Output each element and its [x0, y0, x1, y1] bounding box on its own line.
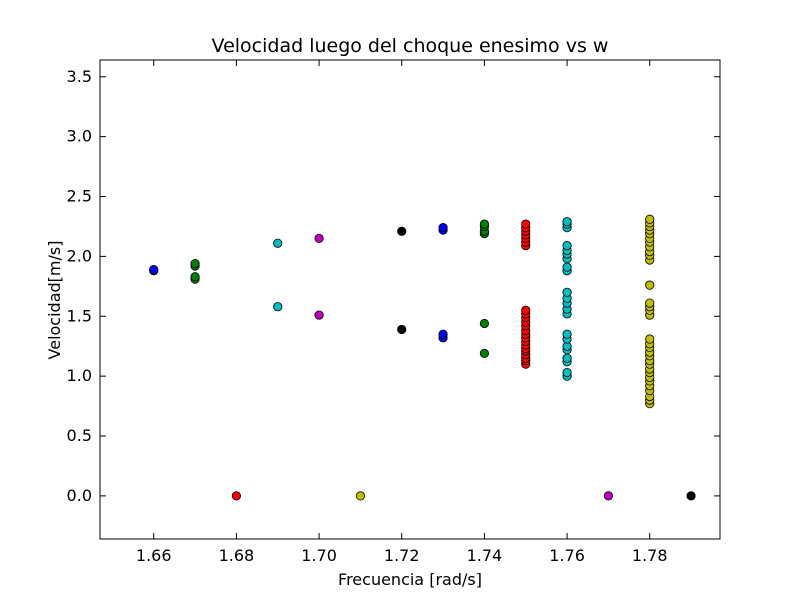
- data-point: [645, 334, 655, 344]
- x-tick-label: 1.74: [467, 546, 503, 565]
- data-point: [397, 324, 407, 335]
- y-tick-label: 3.0: [67, 127, 92, 146]
- data-points: [149, 214, 696, 501]
- data-point: [231, 491, 241, 501]
- data-point: [562, 353, 572, 363]
- x-tick-label: 1.72: [384, 546, 420, 565]
- y-tick-labels: 0.0 0.5 1.0 1.5 2.0 2.5 3.0 3.5: [67, 67, 92, 505]
- data-point: [562, 367, 572, 378]
- x-tick-label: 1.70: [301, 546, 337, 565]
- chart-title: Velocidad luego del choque enesimo vs w: [212, 35, 609, 57]
- x-tick-label: 1.68: [219, 546, 255, 565]
- plot-area-frame: [99, 59, 721, 540]
- data-point: [562, 217, 572, 227]
- data-point: [479, 318, 489, 329]
- x-tick-label: 1.76: [549, 546, 585, 565]
- y-tick-label: 1.5: [67, 306, 92, 325]
- data-point: [645, 214, 655, 224]
- data-point: [479, 348, 489, 358]
- data-point: [149, 264, 159, 275]
- x-tick-label: 1.78: [632, 546, 668, 565]
- x-tick-label: 1.66: [136, 546, 172, 565]
- y-tick-label: 1.0: [67, 366, 92, 385]
- data-point: [521, 305, 531, 315]
- data-point: [397, 226, 407, 236]
- data-point: [273, 302, 283, 312]
- data-point: [314, 310, 324, 320]
- data-point: [314, 233, 324, 244]
- data-point: [562, 262, 572, 272]
- data-point: [562, 287, 572, 297]
- data-point: [562, 329, 572, 339]
- x-axis-label: Frecuencia [rad/s]: [338, 570, 482, 589]
- data-point: [438, 223, 448, 233]
- data-point: [355, 491, 365, 501]
- y-tick-label: 2.0: [67, 246, 92, 265]
- data-point: [645, 298, 655, 308]
- data-point: [438, 329, 448, 339]
- axis-ticks: [100, 60, 720, 539]
- data-point: [686, 491, 696, 501]
- data-point: [479, 219, 489, 229]
- data-point: [521, 219, 531, 229]
- data-point: [190, 258, 200, 269]
- y-axis-label: Velocidad[m/s]: [45, 241, 64, 360]
- y-tick-label: 2.5: [67, 187, 92, 206]
- y-tick-label: 0.0: [67, 486, 92, 505]
- data-point: [562, 241, 572, 251]
- y-tick-label: 0.5: [67, 426, 92, 445]
- data-point: [603, 491, 614, 501]
- y-tick-label: 3.5: [67, 67, 92, 86]
- data-point: [273, 238, 283, 248]
- x-tick-labels: 1.66 1.68 1.70 1.72 1.74 1.76 1.78: [136, 546, 668, 565]
- data-point: [645, 280, 655, 290]
- data-point: [190, 272, 200, 282]
